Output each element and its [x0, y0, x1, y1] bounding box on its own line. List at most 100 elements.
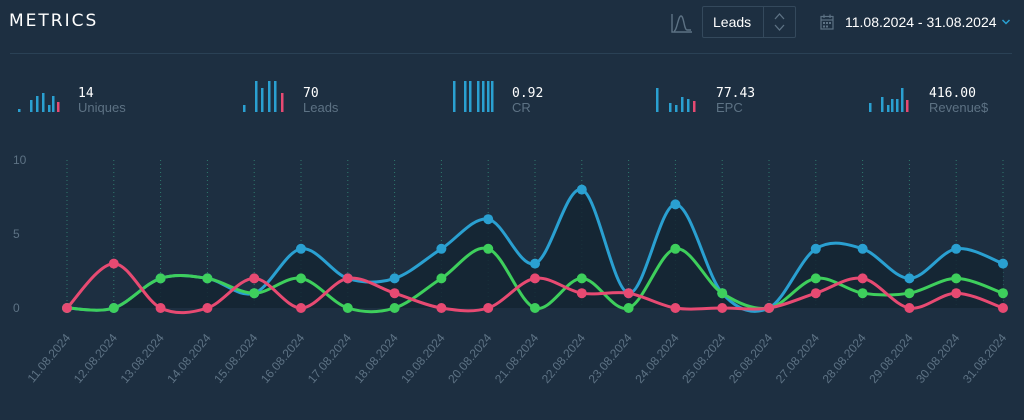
area-chart-icon[interactable]: [670, 12, 694, 34]
data-point: [810, 243, 821, 254]
x-tick-label: 20.08.2024: [445, 331, 495, 386]
data-point: [717, 303, 728, 313]
data-point: [998, 303, 1008, 313]
data-point: [904, 288, 915, 299]
metric-value: 0.92: [512, 86, 544, 101]
series-line: [65, 188, 1005, 313]
data-point: [296, 243, 306, 254]
x-tick-label: 12.08.2024: [71, 331, 121, 386]
x-tick-label: 17.08.2024: [305, 331, 355, 386]
metric-epc: 77.43 EPC: [656, 78, 826, 118]
metric-cr: 0.92 CR: [453, 78, 623, 118]
data-point: [998, 288, 1008, 299]
metric-label: EPC: [716, 100, 743, 115]
data-point: [857, 273, 868, 284]
x-tick-label: 31.08.2024: [960, 331, 1010, 386]
leads-sparkline-icon: [243, 81, 284, 112]
data-point: [764, 303, 774, 313]
data-point: [436, 243, 447, 254]
revenue-sparkline-icon: [869, 88, 909, 112]
x-tick-label: 18.08.2024: [352, 331, 402, 386]
data-point: [904, 273, 915, 284]
data-point: [202, 303, 213, 313]
y-tick-label: 0: [13, 301, 20, 315]
data-point: [670, 303, 681, 313]
data-point: [810, 288, 821, 299]
up-down-arrows-icon: [774, 13, 785, 31]
y-tick-label: 10: [13, 153, 27, 167]
metric-label: Uniques: [78, 100, 126, 115]
metric-value: 14: [78, 86, 94, 101]
data-point: [483, 243, 494, 254]
data-point: [857, 288, 868, 299]
x-tick-label: 16.08.2024: [258, 331, 308, 386]
data-point: [155, 273, 166, 284]
x-tick-label: 22.08.2024: [539, 331, 589, 386]
metric-leads: 70 Leads: [243, 78, 413, 118]
data-point: [530, 303, 540, 313]
data-point: [62, 303, 72, 313]
x-tick-label: 11.08.2024: [25, 331, 74, 386]
data-point: [108, 258, 119, 269]
data-point: [810, 273, 821, 284]
data-point: [576, 273, 587, 284]
x-tick-label: 21.08.2024: [492, 331, 542, 386]
calendar-icon[interactable]: [820, 14, 834, 30]
data-point: [717, 288, 728, 299]
data-point: [389, 288, 400, 299]
data-point: [483, 214, 494, 225]
data-point: [296, 303, 306, 313]
data-point: [576, 288, 587, 299]
chevron-down-icon[interactable]: [1001, 18, 1011, 26]
data-point: [389, 273, 400, 284]
metric-revenue: 416.00 Revenue$: [869, 78, 1019, 118]
data-point: [623, 303, 634, 313]
data-point: [530, 273, 540, 284]
data-point: [342, 303, 353, 313]
x-tick-label: 23.08.2024: [586, 331, 636, 386]
data-point: [951, 243, 962, 254]
metric-value: 416.00: [929, 86, 976, 101]
data-point: [576, 184, 587, 195]
data-point: [670, 243, 681, 254]
y-tick-label: 5: [13, 227, 20, 241]
data-point: [670, 199, 681, 210]
epc-sparkline-icon: [656, 88, 696, 112]
header: METRICS Leads 11.08.2024 - 31.08.2024: [0, 0, 1024, 48]
data-point: [436, 303, 447, 313]
data-point: [436, 273, 447, 284]
x-tick-label: 27.08.2024: [773, 331, 823, 386]
x-tick-label: 28.08.2024: [820, 331, 870, 386]
data-point: [108, 303, 119, 313]
data-point: [296, 273, 306, 284]
data-point: [155, 303, 166, 313]
cr-sparkline-icon: [453, 81, 494, 112]
data-point: [249, 288, 260, 299]
header-divider: [10, 53, 1012, 54]
x-tick-label: 19.08.2024: [398, 331, 448, 386]
data-point: [623, 288, 634, 299]
uniques-sparkline-icon: [18, 93, 60, 112]
line-chart: 10 5 0 11.08.202412.08.202413.08.202414.08.…: [13, 153, 1010, 386]
data-point: [904, 303, 915, 313]
x-tick-label: 24.08.2024: [632, 331, 682, 386]
metric-select[interactable]: Leads: [702, 6, 796, 38]
metric-select-value: Leads: [713, 14, 752, 30]
metric-value: 70: [303, 86, 319, 101]
x-tick-label: 26.08.2024: [726, 331, 776, 386]
data-point: [951, 288, 962, 299]
data-point: [483, 303, 494, 313]
x-tick-label: 29.08.2024: [866, 331, 916, 386]
date-range-picker[interactable]: 11.08.2024 - 31.08.2024: [845, 14, 997, 30]
data-point: [998, 258, 1008, 269]
data-point: [389, 303, 400, 313]
x-tick-label: 30.08.2024: [913, 331, 963, 386]
x-tick-label: 15.08.2024: [211, 331, 261, 386]
data-point: [342, 273, 353, 284]
data-point: [530, 258, 540, 269]
x-tick-label: 14.08.2024: [164, 331, 214, 386]
metric-label: Leads: [303, 100, 339, 115]
x-tick-label: 25.08.2024: [679, 331, 729, 386]
select-arrows[interactable]: [763, 7, 795, 37]
x-tick-label: 13.08.2024: [118, 331, 168, 386]
